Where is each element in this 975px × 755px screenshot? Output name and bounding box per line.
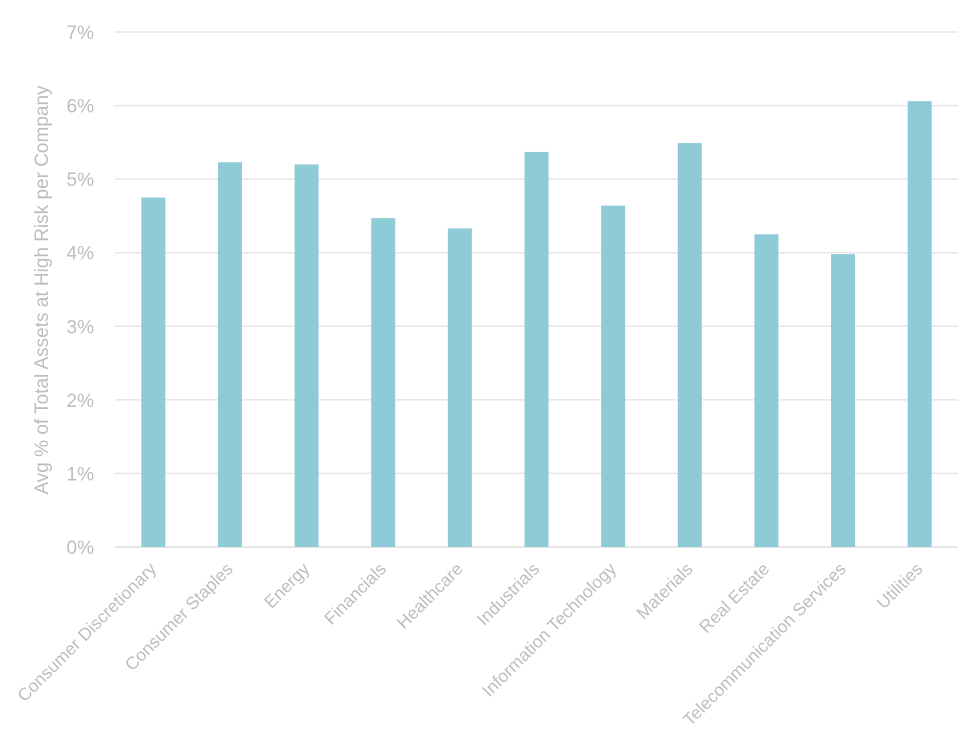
y-tick-label: 5% — [67, 170, 95, 191]
bar — [524, 151, 549, 547]
y-tick-label: 3% — [67, 317, 95, 338]
y-tick-label: 6% — [67, 97, 95, 118]
bar — [754, 234, 779, 548]
y-axis-title: Avg % of Total Assets at High Risk per C… — [32, 85, 53, 495]
bars — [141, 101, 932, 548]
y-tick-label: 7% — [67, 23, 95, 44]
bar — [371, 218, 396, 547]
bar — [141, 197, 166, 548]
y-tick-label: 2% — [67, 391, 95, 412]
x-tick-label: Consumer Discretionary — [13, 559, 160, 706]
x-tick-label: Telecommunication Services — [679, 559, 850, 730]
bar — [217, 162, 242, 547]
x-tick-label: Information Technology — [478, 559, 620, 701]
bar — [677, 143, 702, 548]
bar — [831, 254, 856, 547]
x-tick-label: Industrials — [473, 559, 544, 630]
y-axis-ticks: 0% 1% 2% 3% 4% 5% 6% 7% — [67, 23, 95, 559]
x-tick-label: Healthcare — [393, 559, 467, 633]
x-tick-label: Real Estate — [695, 559, 773, 637]
bar — [447, 228, 472, 547]
bar — [601, 205, 626, 547]
x-tick-label: Financials — [320, 559, 390, 629]
x-tick-label: Utilities — [872, 559, 926, 613]
y-tick-label: 1% — [67, 464, 95, 485]
x-tick-label: Energy — [260, 559, 314, 613]
x-tick-label: Materials — [632, 559, 697, 624]
bar — [907, 101, 932, 548]
y-tick-label: 0% — [67, 538, 95, 559]
y-tick-label: 4% — [67, 244, 95, 265]
bar — [294, 164, 319, 547]
